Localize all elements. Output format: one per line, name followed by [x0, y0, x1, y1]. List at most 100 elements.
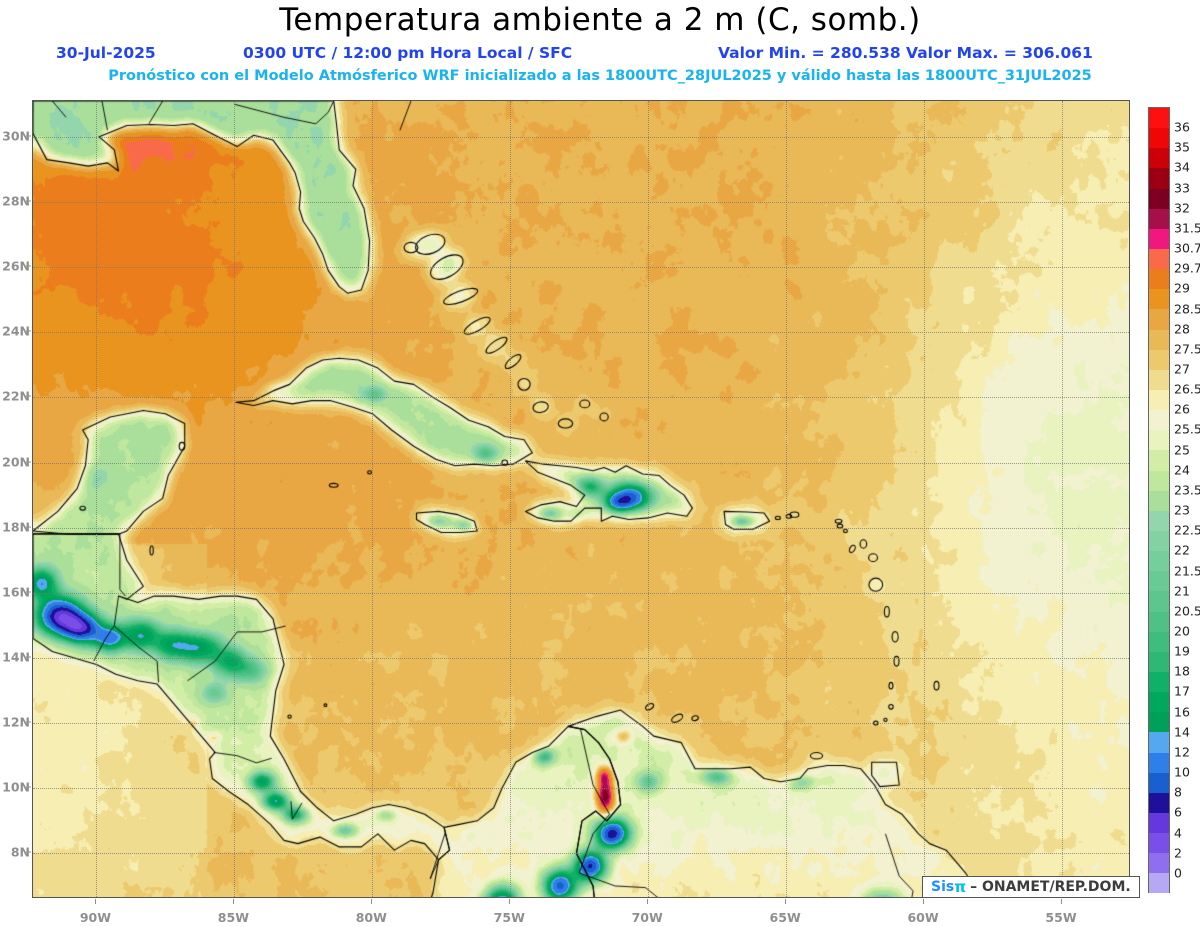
- longitude-tick-label: 75W: [493, 910, 525, 925]
- colorbar-cell: [1149, 490, 1169, 511]
- colorbar-tick-label: 25: [1174, 442, 1190, 458]
- latitude-tick-label: 14N: [2, 649, 30, 665]
- latitude-tick-mark: [26, 200, 31, 202]
- colorbar-cell: [1149, 188, 1169, 209]
- latitude-tick-mark: [26, 786, 31, 788]
- latitude-tick-mark: [26, 526, 31, 528]
- latitude-tick-label: 16N: [2, 584, 30, 600]
- colorbar-tick-label: 22.5: [1174, 522, 1200, 538]
- colorbar-tick-label: 4: [1174, 825, 1182, 841]
- colorbar-tick-label: 27: [1174, 361, 1190, 377]
- latitude-tick-mark: [26, 135, 31, 137]
- page-title: Temperatura ambiente a 2 m (C, somb.): [279, 2, 921, 38]
- colorbar-cell: [1149, 792, 1169, 813]
- colorbar-tick-label: 21: [1174, 583, 1190, 599]
- latitude-tick-label: 24N: [2, 323, 30, 339]
- colorbar-cell: [1149, 591, 1169, 612]
- latitude-tick-label: 10N: [2, 779, 30, 795]
- colorbar-tick-label: 31.5: [1174, 220, 1200, 236]
- latitude-tick-mark: [26, 851, 31, 853]
- colorbar-cell: [1149, 148, 1169, 169]
- colorbar-tick-label: 22: [1174, 542, 1190, 558]
- latitude-tick-mark: [26, 656, 31, 658]
- latitude-tick-label: 18N: [2, 519, 30, 535]
- model-description: Pronóstico con el Modelo Atmósferico WRF…: [108, 68, 1092, 84]
- colorbar-tick-label: 19: [1174, 643, 1190, 659]
- latitude-tick-label: 30N: [2, 128, 30, 144]
- colorbar-cell: [1149, 289, 1169, 310]
- latitude-tick-label: 26N: [2, 258, 30, 274]
- latitude-tick-label: 22N: [2, 388, 30, 404]
- colorbar-tick-label: 25.5: [1174, 421, 1200, 437]
- colorbar-tick-label: 29: [1174, 280, 1190, 296]
- map-plot-area: [32, 100, 1130, 898]
- colorbar-tick-label: 29.7: [1174, 260, 1200, 276]
- colorbar-tick-label: 35: [1174, 139, 1190, 155]
- colorbar-tick-label: 36: [1174, 119, 1190, 135]
- colorbar-tick-label: 18: [1174, 663, 1190, 679]
- colorbar-tick-label: 2: [1174, 845, 1182, 861]
- colorbar-tick-label: 27.5: [1174, 341, 1200, 357]
- longitude-tick-label: 90W: [79, 910, 112, 925]
- colorbar-scale: [1148, 107, 1170, 894]
- colorbar-tick-label: 34: [1174, 159, 1190, 175]
- longitude-tick-mark: [923, 899, 925, 904]
- sis-brand-text: Sis: [931, 879, 955, 895]
- colorbar-tick-label: 26.5: [1174, 381, 1200, 397]
- colorbar-cell: [1149, 812, 1169, 834]
- colorbar-cell: [1149, 772, 1169, 793]
- colorbar-cell: [1149, 631, 1169, 652]
- colorbar-tick-label: 30.7: [1174, 240, 1200, 256]
- latitude-tick-label: 12N: [2, 714, 30, 730]
- latitude-tick-mark: [26, 265, 31, 267]
- header: Temperatura ambiente a 2 m (C, somb.) 30…: [0, 0, 1200, 95]
- latitude-tick-mark: [26, 591, 31, 593]
- longitude-tick-label: 70W: [631, 910, 663, 925]
- colorbar-tick-label: 20: [1174, 623, 1190, 639]
- colorbar-tick-label: 23: [1174, 502, 1190, 518]
- colorbar-tick-label: 12: [1174, 744, 1190, 760]
- colorbar-tick-label: 28.5: [1174, 301, 1200, 317]
- colorbar-cell: [1149, 510, 1169, 531]
- latitude-tick-mark: [26, 395, 31, 397]
- colorbar-cell: [1149, 571, 1169, 592]
- value-min-max: Valor Min. = 280.538 Valor Max. = 306.06…: [718, 44, 1093, 62]
- colorbar-cell: [1149, 208, 1169, 229]
- latitude-tick-label: 8N: [10, 844, 30, 860]
- colorbar-cell: [1149, 108, 1169, 129]
- colorbar-cell: [1149, 692, 1169, 713]
- colorbar-cell: [1149, 410, 1169, 431]
- colorbar-cell: [1149, 430, 1169, 451]
- latitude-tick-mark: [26, 461, 31, 463]
- longitude-tick-mark: [647, 899, 649, 904]
- colorbar-cell: [1149, 248, 1169, 270]
- colorbar-cell: [1149, 269, 1169, 290]
- colorbar-cell: [1149, 611, 1169, 632]
- colorbar-cell: [1149, 228, 1169, 249]
- longitude-tick-mark: [785, 899, 787, 904]
- latitude-tick-mark: [26, 330, 31, 332]
- temperature-field-canvas: [33, 101, 1129, 897]
- latitude-tick-label: 28N: [2, 193, 30, 209]
- colorbar-cell: [1149, 309, 1169, 330]
- colorbar-cell: [1149, 389, 1169, 411]
- latitude-tick-label: 20N: [2, 454, 30, 470]
- colorbar-cell: [1149, 530, 1169, 552]
- colorbar-tick-label: 21.5: [1174, 563, 1200, 579]
- longitude-tick-label: 80W: [355, 910, 387, 925]
- colorbar-cell: [1149, 873, 1169, 894]
- colorbar-tick-label: 16: [1174, 704, 1190, 720]
- colorbar-cell: [1149, 651, 1169, 672]
- longitude-tick-label: 60W: [907, 910, 939, 925]
- colorbar-cell: [1149, 168, 1169, 189]
- longitude-tick-mark: [371, 899, 373, 904]
- pi-symbol-icon: π: [954, 878, 967, 896]
- colorbar-tick-label: 23.5: [1174, 482, 1200, 498]
- longitude-tick-mark: [95, 899, 97, 904]
- colorbar-tick-label: 8: [1174, 784, 1182, 800]
- colorbar-cell: [1149, 329, 1169, 350]
- colorbar-tick-label: 6: [1174, 804, 1182, 820]
- colorbar-tick-label: 33: [1174, 180, 1190, 196]
- colorbar-tick-label: 24: [1174, 462, 1190, 478]
